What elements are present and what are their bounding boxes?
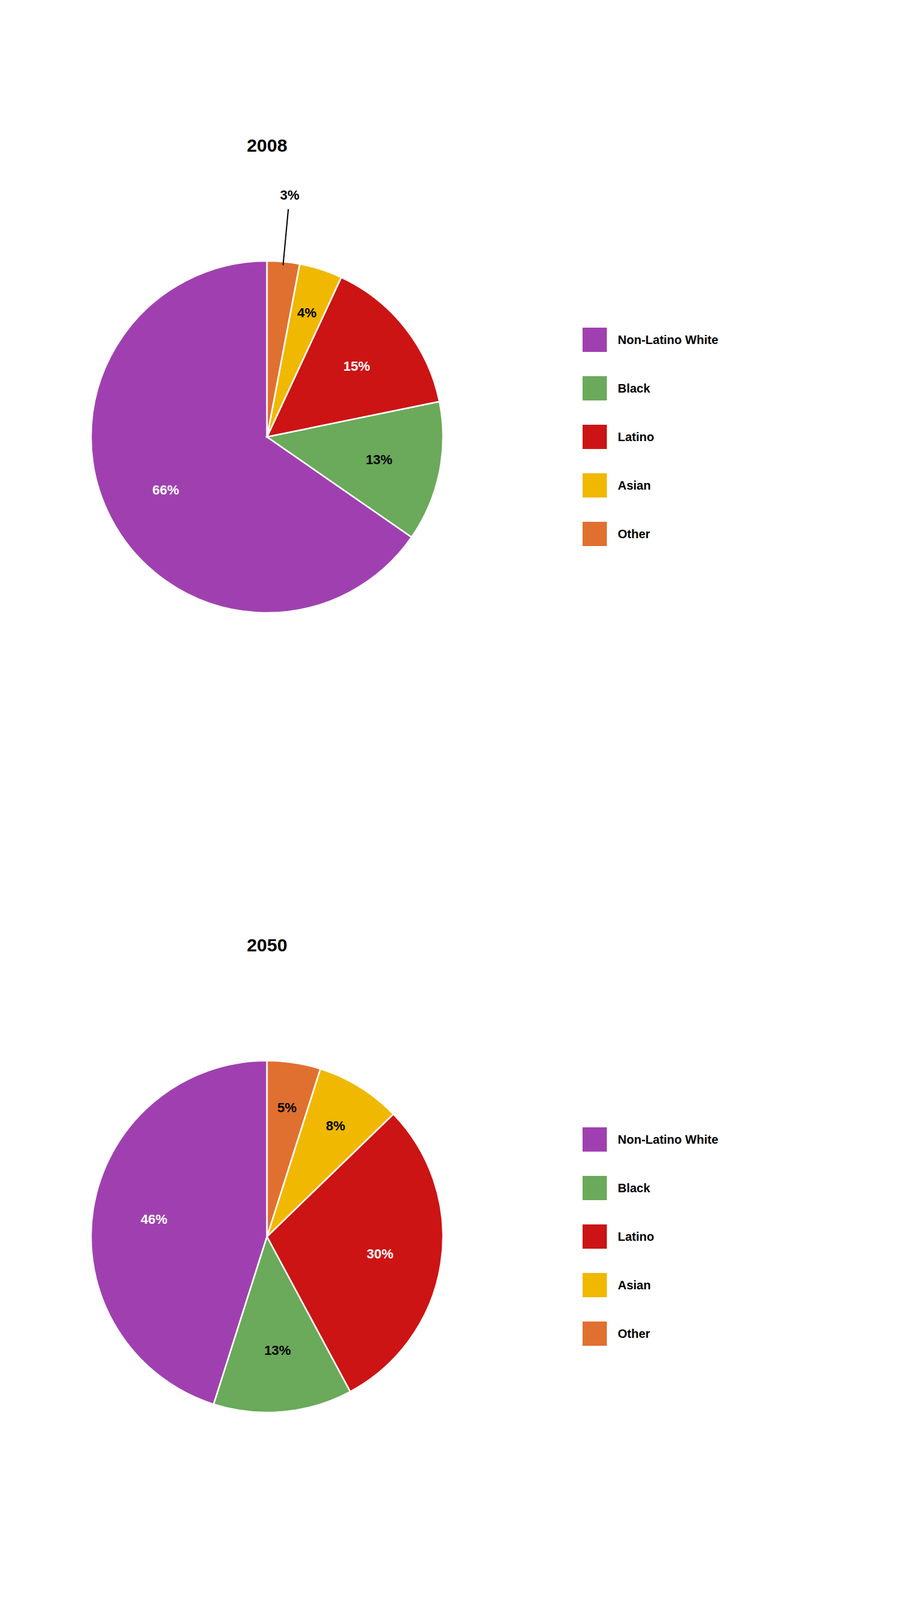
data-label: 3%: [279, 187, 300, 203]
data-label: 4%: [297, 305, 317, 321]
legend-item: Latino: [582, 1224, 655, 1249]
legend-item: Black: [582, 376, 651, 401]
legend-label: Other: [617, 1327, 651, 1341]
legend-swatch: [582, 1273, 607, 1298]
legend: Non-Latino White Black Latino Asian Other: [582, 1127, 719, 1346]
legend-swatch: [582, 521, 607, 547]
slices: [91, 260, 443, 613]
data-label: 5%: [277, 1100, 297, 1116]
legend-swatch: [582, 1321, 607, 1346]
legend-label: Other: [617, 527, 651, 541]
legend-label: Non-Latino White: [617, 1132, 719, 1147]
legend-item: Latino: [582, 424, 655, 450]
leader-line: [282, 209, 289, 266]
data-label: 66%: [152, 482, 180, 498]
legend-swatch: [582, 473, 607, 498]
legend-item: Non-Latino White: [582, 1127, 719, 1152]
data-labels: 66% 13% 15% 4% 3%: [152, 187, 393, 498]
chart-title: 2050: [246, 935, 288, 956]
pie-slice: [267, 1060, 321, 1237]
legend-item: Asian: [582, 1273, 651, 1298]
legend-swatch: [582, 376, 607, 401]
data-labels: 46% 13% 30% 8% 5%: [140, 1100, 394, 1359]
legend-swatch: [582, 1127, 607, 1152]
legend-label: Latino: [617, 1230, 655, 1244]
data-label: 8%: [325, 1118, 346, 1134]
legend-label: Non-Latino White: [617, 333, 719, 347]
legend-swatch: [582, 1176, 607, 1201]
legend-item: Asian: [582, 473, 651, 498]
legend-swatch: [582, 1224, 607, 1249]
legend-item: Other: [582, 1321, 651, 1346]
data-label: 30%: [366, 1246, 394, 1262]
legend-label: Black: [617, 381, 651, 396]
data-label: 46%: [140, 1211, 168, 1228]
data-label: 13%: [365, 452, 393, 468]
pie-chart: 2050 46% 13% 30% 8% 5%: [91, 935, 443, 1413]
legend-item: Black: [582, 1176, 651, 1201]
pie-slice: [267, 260, 300, 437]
legend-item: Other: [582, 521, 651, 547]
legend-label: Asian: [617, 1278, 651, 1292]
pie-chart: 2008 66% 13% 15% 4% 3%: [91, 135, 443, 613]
chart-canvas: 2008 66% 13% 15% 4% 3% Non-Latino White Black La…: [0, 0, 923, 1600]
slices: [91, 1060, 443, 1413]
legend-label: Latino: [617, 430, 655, 444]
data-label: 15%: [343, 358, 371, 374]
legend-swatch: [582, 327, 607, 352]
legend-swatch: [582, 424, 607, 450]
chart-title: 2008: [246, 135, 288, 156]
legend: Non-Latino White Black Latino Asian Other: [582, 327, 719, 547]
legend-item: Non-Latino White: [582, 327, 719, 352]
legend-label: Asian: [617, 478, 651, 493]
legend-label: Black: [617, 1181, 651, 1195]
data-label: 13%: [263, 1342, 291, 1359]
